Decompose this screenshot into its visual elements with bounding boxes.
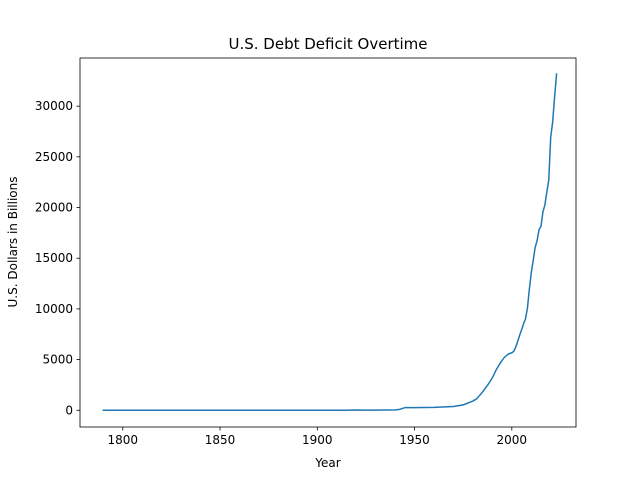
x-tick-label: 1950 xyxy=(399,433,430,447)
x-axis-label: Year xyxy=(314,456,340,470)
axis-ticks: 1800 1850 1900 1950 200005000100001500020000… xyxy=(35,99,527,447)
x-tick-label: 1850 xyxy=(205,433,236,447)
y-tick-label: 5000 xyxy=(42,353,73,367)
y-tick-label: 15000 xyxy=(35,251,73,265)
x-tick-label: 1900 xyxy=(302,433,333,447)
y-tick-label: 10000 xyxy=(35,302,73,316)
plot-frame xyxy=(79,57,577,428)
y-tick-label: 20000 xyxy=(35,201,73,215)
debt-series-line xyxy=(102,73,558,412)
y-axis-label: U.S. Dollars in Billions xyxy=(6,177,20,308)
plot-area xyxy=(80,58,576,427)
y-tick-label: 25000 xyxy=(35,150,73,164)
y-tick-label: 30000 xyxy=(35,99,73,113)
x-tick-label: 1800 xyxy=(108,433,139,447)
x-tick-label: 2000 xyxy=(497,433,528,447)
chart-title: U.S. Debt Deficit Overtime xyxy=(228,35,427,53)
y-tick-label: 0 xyxy=(65,403,73,417)
